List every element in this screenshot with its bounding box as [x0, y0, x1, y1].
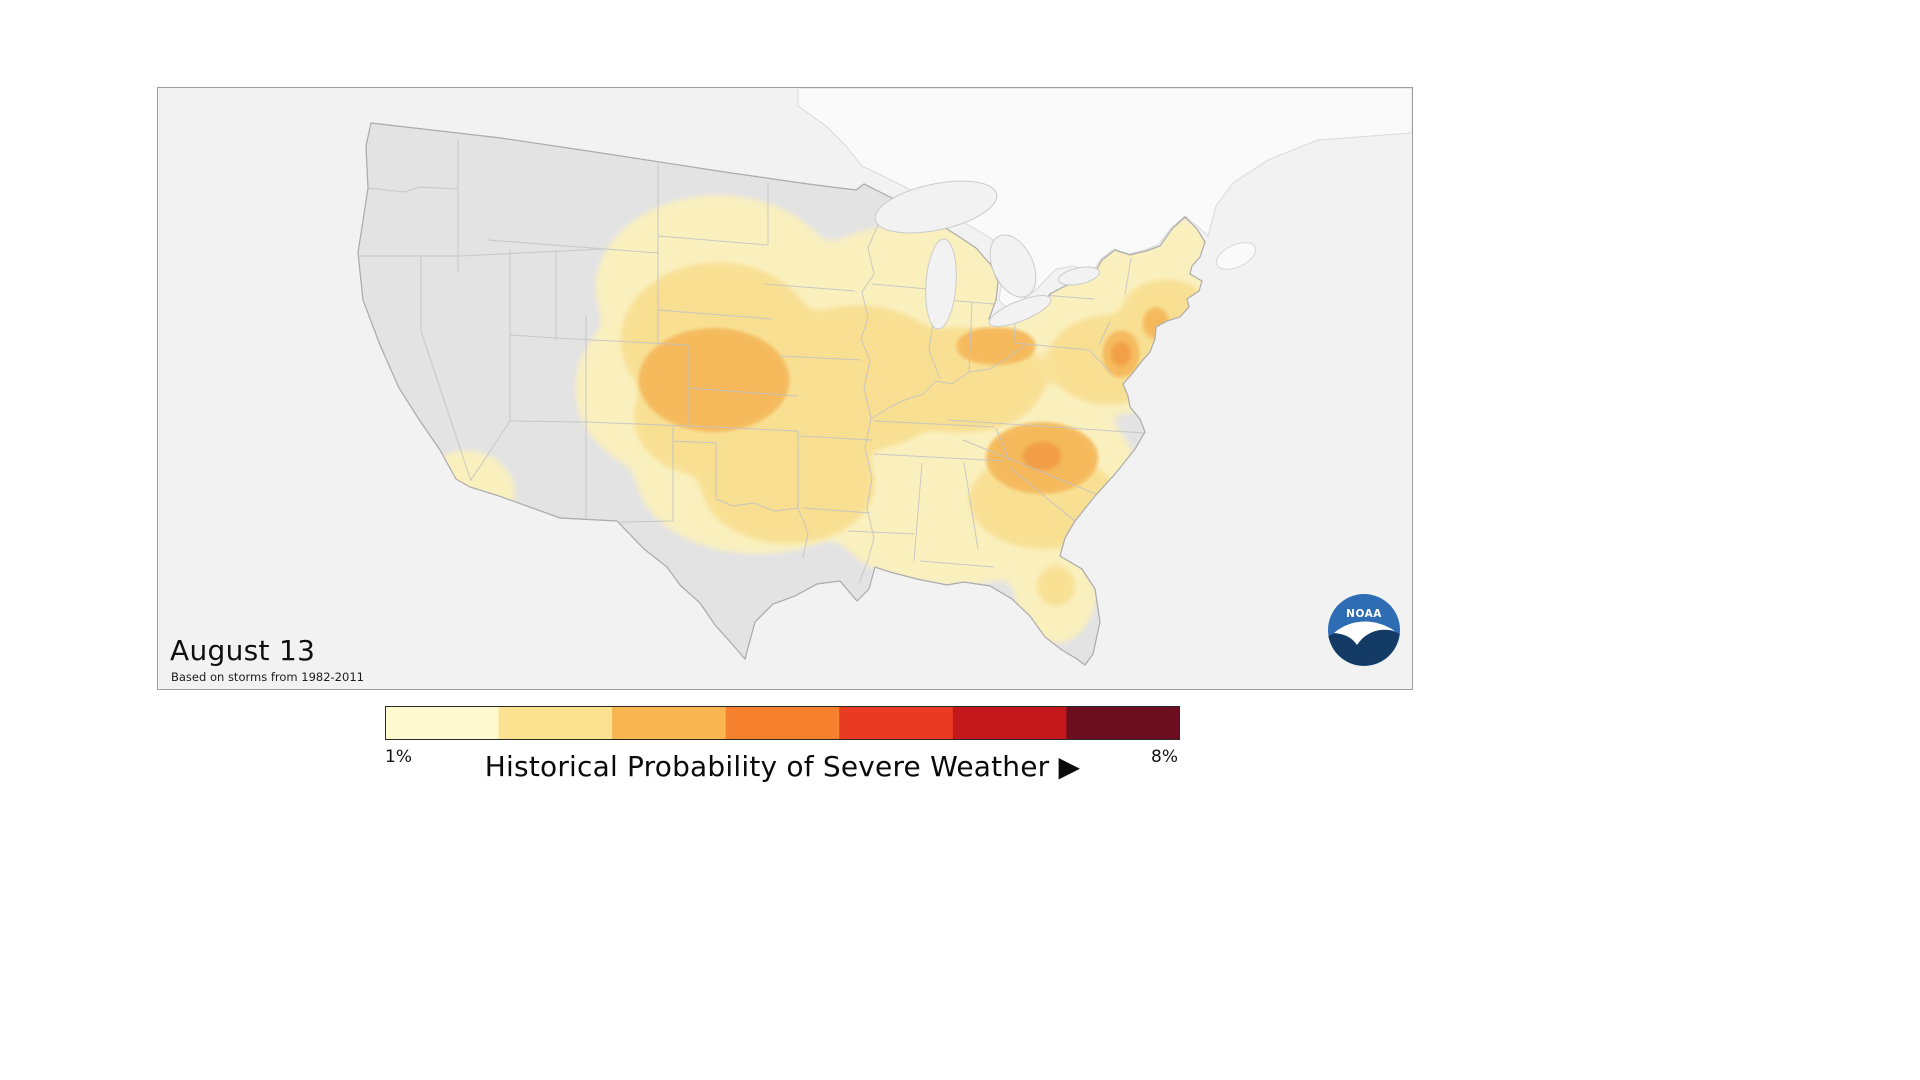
contour-level-4: [1022, 341, 1130, 469]
legend-title: Historical Probability of Severe Weather…: [484, 750, 1081, 783]
legend-bar-border: [385, 706, 1180, 740]
canada-landmass: [797, 88, 1412, 308]
lake-michigan: [925, 238, 957, 330]
noaa-logo-lower-half: [1328, 628, 1400, 666]
map-panel: August 13 Based on storms from 1982-2011…: [157, 87, 1413, 690]
lake-huron: [989, 234, 1037, 298]
date-label: August 13: [170, 634, 316, 667]
lake-erie: [988, 295, 1052, 327]
legend: 1% 8% Historical Probability of Severe W…: [385, 706, 1180, 783]
source-note: Based on storms from 1982-2011: [171, 670, 364, 684]
legend-swatch-3: [612, 706, 727, 740]
probability-contours: [419, 198, 1205, 642]
lake-superior: [874, 180, 998, 234]
nova-scotia: [1215, 242, 1257, 270]
legend-swatch-4: [725, 706, 841, 740]
legend-swatch-7: [1066, 706, 1180, 740]
legend-max-label: 8%: [1151, 747, 1178, 767]
legend-swatch-6: [952, 706, 1068, 740]
us-severe-weather-map: [357, 88, 1412, 666]
noaa-logo: NOAA: [1328, 594, 1400, 666]
great-lakes: [874, 180, 1101, 330]
state-borders: [358, 140, 1145, 584]
legend-min-label: 1%: [385, 747, 412, 767]
noaa-seagull-icon: [1334, 621, 1395, 645]
legend-swatch-1: [385, 706, 500, 740]
legend-swatch-5: [839, 706, 954, 740]
legend-color-bar: [385, 706, 1180, 740]
noaa-logo-text: NOAA: [1346, 608, 1382, 620]
lake-ontario: [1057, 266, 1101, 286]
legend-swatch-2: [498, 706, 614, 740]
